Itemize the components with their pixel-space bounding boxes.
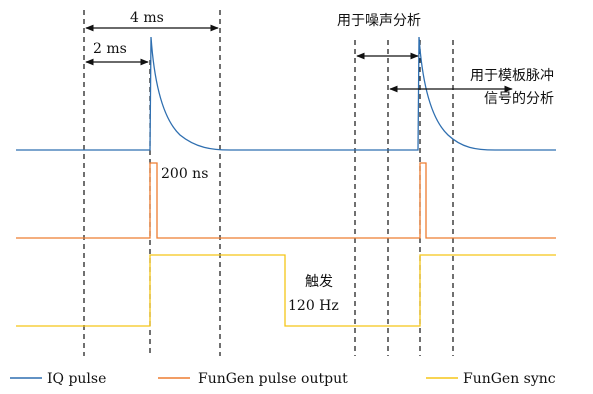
label-trigger-rate: 120 Hz [288, 298, 339, 314]
legend-label-fungen-sync: FunGen sync [463, 371, 556, 387]
label-200ns-bg [160, 164, 216, 182]
legend-label-iq: IQ pulse [47, 371, 106, 387]
label-4ms: 4 ms [130, 10, 164, 26]
fungen-pulse-trace [16, 162, 556, 239]
fungen-sync-trace [16, 254, 556, 327]
label-template-analysis-1: 用于模板脉冲 [470, 68, 554, 84]
label-2ms: 2 ms [93, 41, 127, 57]
label-noise-analysis: 用于噪声分析 [337, 13, 421, 29]
dimension-arrows [85, 24, 513, 93]
legend: IQ pulse FunGen pulse output FunGen sync [10, 371, 556, 387]
label-trigger: 触发 [305, 274, 333, 290]
legend-label-fungen-pulse: FunGen pulse output [198, 371, 348, 387]
label-200ns: 200 ns [161, 166, 208, 182]
iq-pulse-trace [16, 36, 556, 151]
label-template-analysis-2: 信号的分析 [484, 91, 554, 107]
